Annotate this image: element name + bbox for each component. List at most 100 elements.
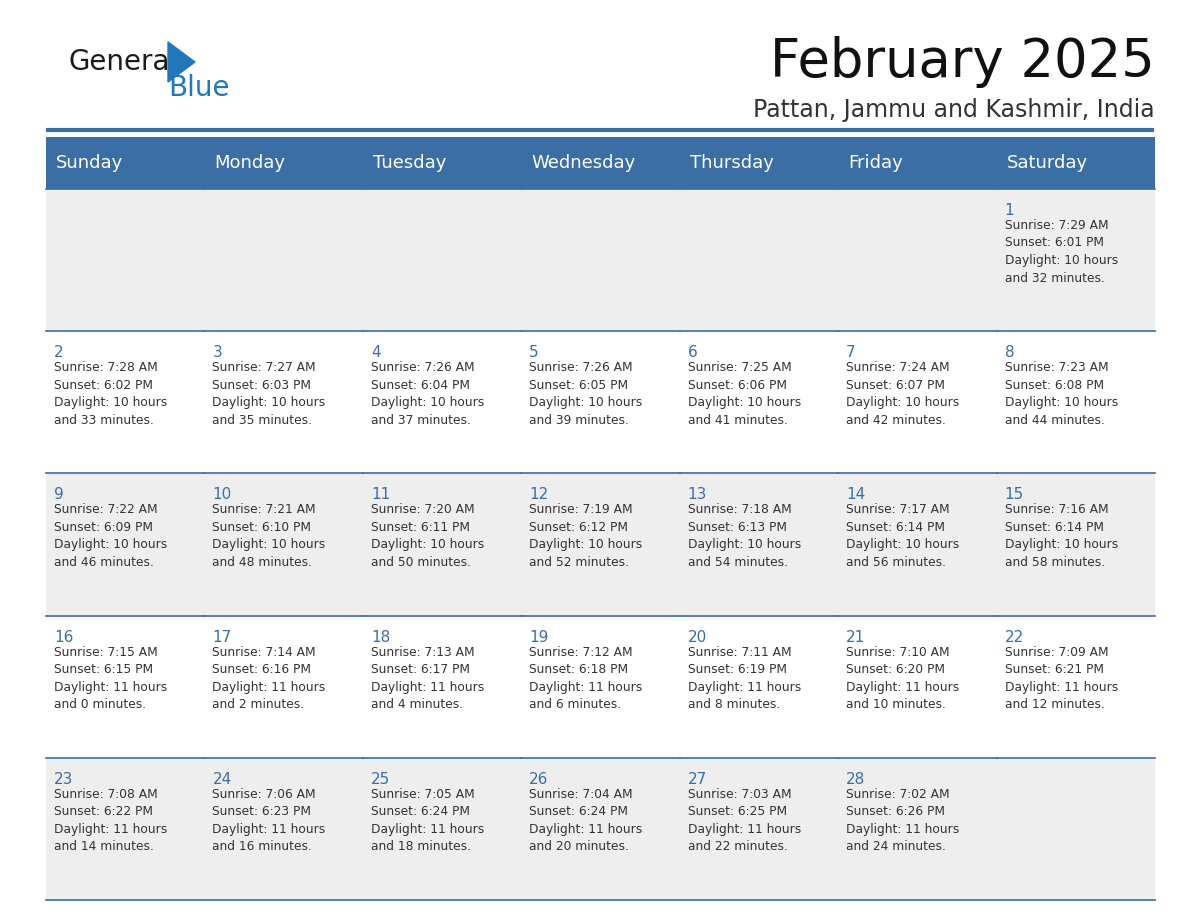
Text: Sunrise: 7:10 AM
Sunset: 6:20 PM
Daylight: 11 hours
and 10 minutes.: Sunrise: 7:10 AM Sunset: 6:20 PM Dayligh…	[846, 645, 960, 711]
Text: 20: 20	[688, 630, 707, 644]
Text: 14: 14	[846, 487, 865, 502]
Bar	[680, 331, 839, 474]
Bar	[680, 757, 839, 900]
Bar	[204, 616, 362, 757]
Bar	[680, 474, 839, 616]
Bar	[46, 189, 204, 331]
Text: Sunrise: 7:25 AM
Sunset: 6:06 PM
Daylight: 10 hours
and 41 minutes.: Sunrise: 7:25 AM Sunset: 6:06 PM Dayligh…	[688, 361, 801, 427]
Text: Blue: Blue	[168, 74, 229, 102]
Text: 26: 26	[530, 772, 549, 787]
Bar	[46, 474, 204, 616]
Text: 17: 17	[213, 630, 232, 644]
Bar	[522, 474, 680, 616]
Text: 21: 21	[846, 630, 865, 644]
Bar	[997, 757, 1155, 900]
Text: 11: 11	[371, 487, 390, 502]
Text: Sunrise: 7:17 AM
Sunset: 6:14 PM
Daylight: 10 hours
and 56 minutes.: Sunrise: 7:17 AM Sunset: 6:14 PM Dayligh…	[846, 503, 960, 569]
Bar	[997, 331, 1155, 474]
Bar	[680, 137, 839, 189]
Bar	[46, 757, 204, 900]
Bar	[680, 616, 839, 757]
Text: 28: 28	[846, 772, 865, 787]
Text: Sunrise: 7:26 AM
Sunset: 6:04 PM
Daylight: 10 hours
and 37 minutes.: Sunrise: 7:26 AM Sunset: 6:04 PM Dayligh…	[371, 361, 484, 427]
Text: Sunrise: 7:06 AM
Sunset: 6:23 PM
Daylight: 11 hours
and 16 minutes.: Sunrise: 7:06 AM Sunset: 6:23 PM Dayligh…	[213, 788, 326, 854]
Bar	[362, 331, 522, 474]
Text: Sunrise: 7:08 AM
Sunset: 6:22 PM
Daylight: 11 hours
and 14 minutes.: Sunrise: 7:08 AM Sunset: 6:22 PM Dayligh…	[53, 788, 168, 854]
Text: Sunrise: 7:19 AM
Sunset: 6:12 PM
Daylight: 10 hours
and 52 minutes.: Sunrise: 7:19 AM Sunset: 6:12 PM Dayligh…	[530, 503, 643, 569]
Text: Sunrise: 7:16 AM
Sunset: 6:14 PM
Daylight: 10 hours
and 58 minutes.: Sunrise: 7:16 AM Sunset: 6:14 PM Dayligh…	[1005, 503, 1118, 569]
Text: 19: 19	[530, 630, 549, 644]
Bar	[997, 474, 1155, 616]
Bar	[522, 331, 680, 474]
Text: Saturday: Saturday	[1006, 154, 1088, 172]
Text: 24: 24	[213, 772, 232, 787]
Bar	[204, 189, 362, 331]
Text: Monday: Monday	[214, 154, 285, 172]
Text: 8: 8	[1005, 345, 1015, 360]
Bar	[46, 616, 204, 757]
Bar	[204, 137, 362, 189]
Text: 3: 3	[213, 345, 222, 360]
Text: Sunrise: 7:18 AM
Sunset: 6:13 PM
Daylight: 10 hours
and 54 minutes.: Sunrise: 7:18 AM Sunset: 6:13 PM Dayligh…	[688, 503, 801, 569]
Text: 25: 25	[371, 772, 390, 787]
Text: 9: 9	[53, 487, 64, 502]
Text: Friday: Friday	[848, 154, 903, 172]
Text: Sunrise: 7:13 AM
Sunset: 6:17 PM
Daylight: 11 hours
and 4 minutes.: Sunrise: 7:13 AM Sunset: 6:17 PM Dayligh…	[371, 645, 484, 711]
Text: Sunrise: 7:12 AM
Sunset: 6:18 PM
Daylight: 11 hours
and 6 minutes.: Sunrise: 7:12 AM Sunset: 6:18 PM Dayligh…	[530, 645, 643, 711]
Text: Tuesday: Tuesday	[373, 154, 447, 172]
Text: Sunrise: 7:11 AM
Sunset: 6:19 PM
Daylight: 11 hours
and 8 minutes.: Sunrise: 7:11 AM Sunset: 6:19 PM Dayligh…	[688, 645, 801, 711]
Bar	[839, 137, 997, 189]
Bar	[839, 474, 997, 616]
Text: 5: 5	[530, 345, 539, 360]
Text: 15: 15	[1005, 487, 1024, 502]
Text: Pattan, Jammu and Kashmir, India: Pattan, Jammu and Kashmir, India	[753, 98, 1155, 122]
Text: 16: 16	[53, 630, 74, 644]
Bar	[362, 474, 522, 616]
Bar	[680, 189, 839, 331]
Text: 12: 12	[530, 487, 549, 502]
Text: Sunrise: 7:21 AM
Sunset: 6:10 PM
Daylight: 10 hours
and 48 minutes.: Sunrise: 7:21 AM Sunset: 6:10 PM Dayligh…	[213, 503, 326, 569]
Bar	[362, 137, 522, 189]
Text: Thursday: Thursday	[690, 154, 773, 172]
Text: Sunrise: 7:27 AM
Sunset: 6:03 PM
Daylight: 10 hours
and 35 minutes.: Sunrise: 7:27 AM Sunset: 6:03 PM Dayligh…	[213, 361, 326, 427]
Bar	[839, 616, 997, 757]
Text: Sunrise: 7:03 AM
Sunset: 6:25 PM
Daylight: 11 hours
and 22 minutes.: Sunrise: 7:03 AM Sunset: 6:25 PM Dayligh…	[688, 788, 801, 854]
Text: 13: 13	[688, 487, 707, 502]
Text: Sunrise: 7:02 AM
Sunset: 6:26 PM
Daylight: 11 hours
and 24 minutes.: Sunrise: 7:02 AM Sunset: 6:26 PM Dayligh…	[846, 788, 960, 854]
Bar	[997, 137, 1155, 189]
Text: Sunrise: 7:28 AM
Sunset: 6:02 PM
Daylight: 10 hours
and 33 minutes.: Sunrise: 7:28 AM Sunset: 6:02 PM Dayligh…	[53, 361, 168, 427]
Bar	[46, 137, 204, 189]
Bar	[997, 616, 1155, 757]
Text: 1: 1	[1005, 203, 1015, 218]
Bar	[839, 757, 997, 900]
Text: 23: 23	[53, 772, 74, 787]
Bar	[204, 757, 362, 900]
Text: Sunrise: 7:14 AM
Sunset: 6:16 PM
Daylight: 11 hours
and 2 minutes.: Sunrise: 7:14 AM Sunset: 6:16 PM Dayligh…	[213, 645, 326, 711]
Text: Sunrise: 7:09 AM
Sunset: 6:21 PM
Daylight: 11 hours
and 12 minutes.: Sunrise: 7:09 AM Sunset: 6:21 PM Dayligh…	[1005, 645, 1118, 711]
Bar	[362, 757, 522, 900]
Text: February 2025: February 2025	[770, 36, 1155, 88]
Text: 6: 6	[688, 345, 697, 360]
Text: 22: 22	[1005, 630, 1024, 644]
Bar	[362, 616, 522, 757]
Text: Sunrise: 7:15 AM
Sunset: 6:15 PM
Daylight: 11 hours
and 0 minutes.: Sunrise: 7:15 AM Sunset: 6:15 PM Dayligh…	[53, 645, 168, 711]
Text: 2: 2	[53, 345, 64, 360]
Bar	[46, 331, 204, 474]
Text: Sunrise: 7:24 AM
Sunset: 6:07 PM
Daylight: 10 hours
and 42 minutes.: Sunrise: 7:24 AM Sunset: 6:07 PM Dayligh…	[846, 361, 960, 427]
Text: Sunrise: 7:26 AM
Sunset: 6:05 PM
Daylight: 10 hours
and 39 minutes.: Sunrise: 7:26 AM Sunset: 6:05 PM Dayligh…	[530, 361, 643, 427]
Text: Sunrise: 7:29 AM
Sunset: 6:01 PM
Daylight: 10 hours
and 32 minutes.: Sunrise: 7:29 AM Sunset: 6:01 PM Dayligh…	[1005, 219, 1118, 285]
Text: 10: 10	[213, 487, 232, 502]
Text: 27: 27	[688, 772, 707, 787]
Bar	[522, 757, 680, 900]
Bar	[522, 616, 680, 757]
Text: General: General	[68, 48, 177, 76]
Bar	[204, 474, 362, 616]
Text: Wednesday: Wednesday	[531, 154, 636, 172]
Text: 7: 7	[846, 345, 855, 360]
Bar	[522, 137, 680, 189]
Text: Sunrise: 7:22 AM
Sunset: 6:09 PM
Daylight: 10 hours
and 46 minutes.: Sunrise: 7:22 AM Sunset: 6:09 PM Dayligh…	[53, 503, 168, 569]
Bar	[204, 331, 362, 474]
Text: Sunday: Sunday	[56, 154, 124, 172]
Text: Sunrise: 7:04 AM
Sunset: 6:24 PM
Daylight: 11 hours
and 20 minutes.: Sunrise: 7:04 AM Sunset: 6:24 PM Dayligh…	[530, 788, 643, 854]
Bar	[522, 189, 680, 331]
